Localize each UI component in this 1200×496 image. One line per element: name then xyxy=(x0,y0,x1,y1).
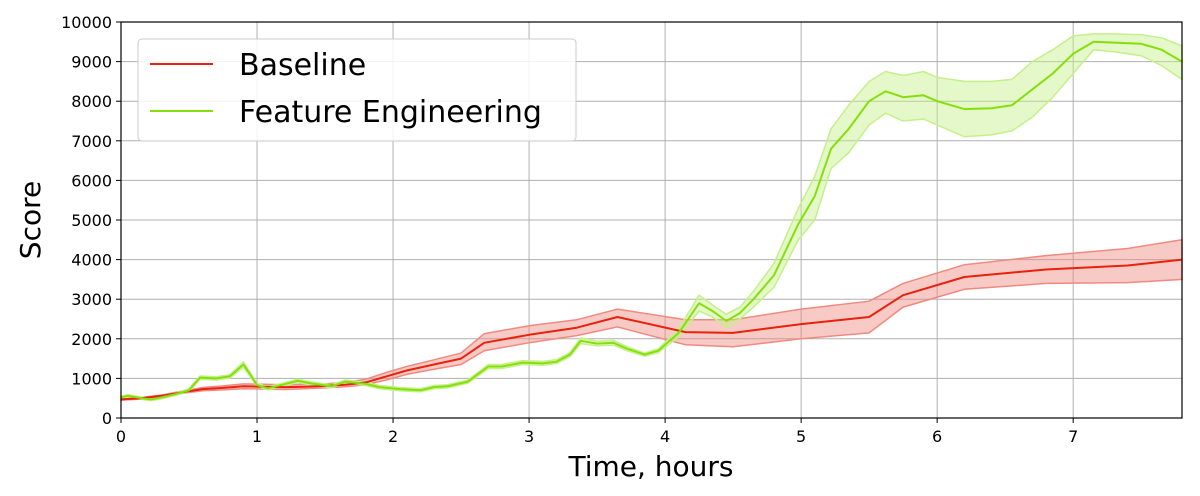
y-tick-label: 2000 xyxy=(71,330,112,349)
x-tick-label: 3 xyxy=(524,427,534,446)
x-tick-label: 6 xyxy=(932,427,942,446)
x-tick-label: 7 xyxy=(1068,427,1078,446)
y-tick-label: 1000 xyxy=(71,369,112,388)
legend-label-feature-engineering: Feature Engineering xyxy=(239,95,542,130)
x-tick-label: 5 xyxy=(796,427,806,446)
x-tick-label: 1 xyxy=(252,427,262,446)
y-tick-label: 7000 xyxy=(71,132,112,151)
y-tick-label: 5000 xyxy=(71,211,112,230)
y-tick-label: 6000 xyxy=(71,171,112,190)
band-baseline xyxy=(120,238,1183,401)
x-axis-ticks: 0 1 2 3 4 5 6 7 xyxy=(116,418,1078,446)
legend: Baseline Feature Engineering xyxy=(137,38,577,142)
series-line-feature-engineering xyxy=(120,40,1183,401)
legend-box xyxy=(137,38,577,142)
x-axis-title: Time, hours xyxy=(567,450,733,483)
y-tick-label: 3000 xyxy=(71,290,112,309)
y-axis-ticks: 0 1000 2000 3000 4000 5000 6000 7000 8000 9000 100… xyxy=(61,13,121,428)
series-line-baseline xyxy=(120,258,1183,401)
x-tick-label: 0 xyxy=(116,427,126,446)
x-tick-label: 2 xyxy=(388,427,398,446)
x-tick-label: 4 xyxy=(660,427,670,446)
y-tick-label: 4000 xyxy=(71,251,112,270)
y-tick-label: 10000 xyxy=(61,13,112,32)
y-tick-label: 8000 xyxy=(71,92,112,111)
y-tick-label: 0 xyxy=(102,409,112,428)
legend-label-baseline: Baseline xyxy=(239,48,366,83)
series-lines xyxy=(120,40,1183,401)
y-tick-label: 9000 xyxy=(71,53,112,72)
y-axis-title: Score xyxy=(14,181,47,259)
